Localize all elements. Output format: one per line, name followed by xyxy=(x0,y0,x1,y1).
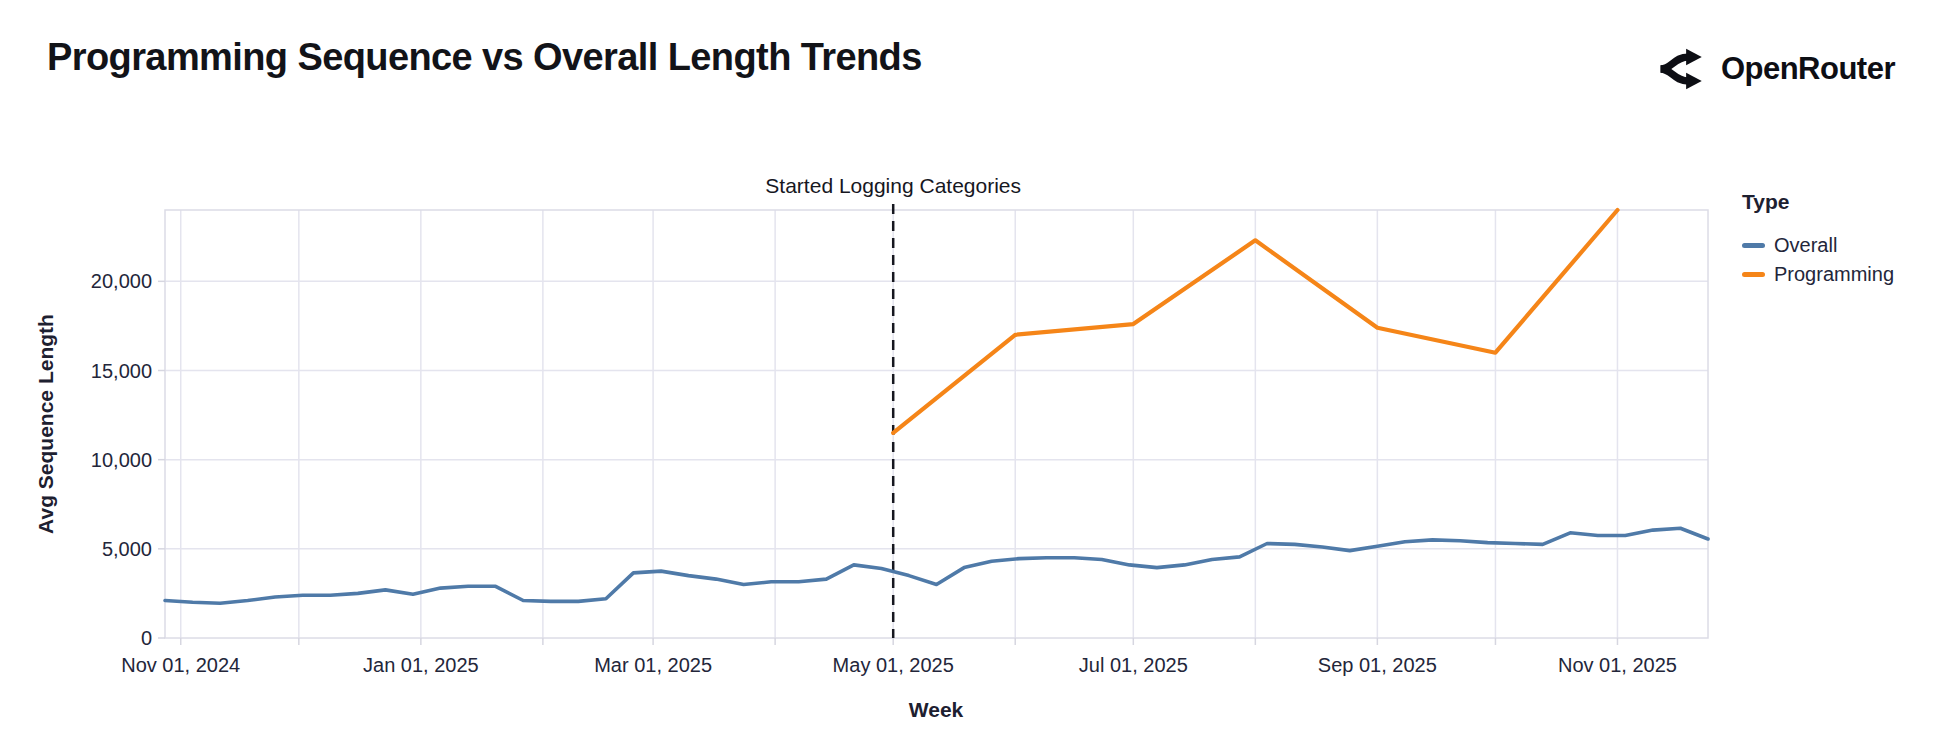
y-tick-label: 20,000 xyxy=(91,270,152,292)
x-tick-label: May 01, 2025 xyxy=(833,654,954,676)
series-line-overall xyxy=(165,528,1708,603)
legend-title: Type xyxy=(1742,190,1894,214)
legend-label: Programming xyxy=(1774,263,1894,286)
y-tick-label: 5,000 xyxy=(102,538,152,560)
chart-page: Programming Sequence vs Overall Length T… xyxy=(0,0,1938,734)
plot-border xyxy=(165,210,1708,638)
legend-label: Overall xyxy=(1774,234,1837,257)
legend: Type Overall Programming xyxy=(1742,190,1894,289)
x-tick-label: Jan 01, 2025 xyxy=(363,654,479,676)
x-tick-label: Jul 01, 2025 xyxy=(1079,654,1188,676)
legend-swatch xyxy=(1742,243,1765,248)
x-tick-label: Sep 01, 2025 xyxy=(1318,654,1437,676)
legend-item-programming: Programming xyxy=(1742,260,1894,289)
y-axis-title: Avg Sequence Length xyxy=(34,314,58,534)
chart-plot-area: 0 5,000 10,000 15,000 20,000 Nov 01, 2024 Jan … xyxy=(0,0,1938,734)
x-axis-title: Week xyxy=(909,698,963,722)
y-tick-label: 10,000 xyxy=(91,449,152,471)
legend-swatch xyxy=(1742,272,1765,277)
x-tick-label: Nov 01, 2024 xyxy=(121,654,240,676)
legend-items: Overall Programming xyxy=(1742,231,1894,289)
annotation-label: Started Logging Categories xyxy=(765,174,1021,198)
x-tick-label: Nov 01, 2025 xyxy=(1558,654,1677,676)
y-tick-label: 15,000 xyxy=(91,360,152,382)
x-tick-label: Mar 01, 2025 xyxy=(594,654,712,676)
legend-item-overall: Overall xyxy=(1742,231,1894,260)
y-tick-label: 0 xyxy=(141,627,152,649)
